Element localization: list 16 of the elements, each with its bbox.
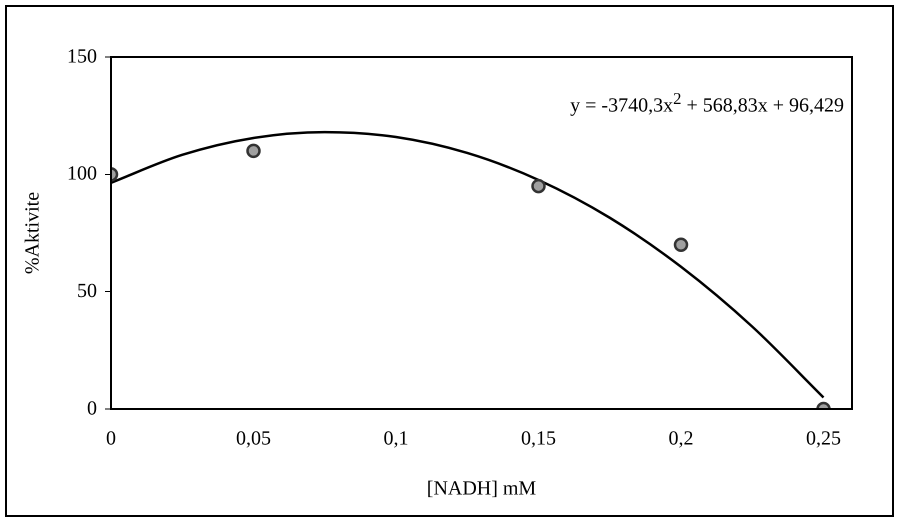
- x-tick-label: 0,15: [521, 427, 556, 450]
- y-tick-label: 0: [87, 397, 97, 420]
- x-tick-label: 0: [106, 427, 116, 450]
- x-tick-label: 0,25: [806, 427, 841, 450]
- x-tick-label: 0,2: [668, 427, 694, 450]
- y-axis-title: %Aktivite: [21, 192, 44, 274]
- y-tick-label: 50: [77, 280, 97, 302]
- y-tick-label: 150: [67, 45, 97, 68]
- x-axis-title: [NADH] mM: [426, 477, 536, 500]
- x-tick-label: 0,05: [236, 427, 271, 450]
- point: [674, 237, 688, 252]
- point: [246, 144, 261, 158]
- point: [531, 178, 546, 194]
- x-tick-label: 0,1: [384, 427, 408, 450]
- y-tick-label: 100: [67, 162, 97, 185]
- annotation: y = -3740,3x$^{2}$ + 568,83x + 96,429: [570, 89, 844, 118]
